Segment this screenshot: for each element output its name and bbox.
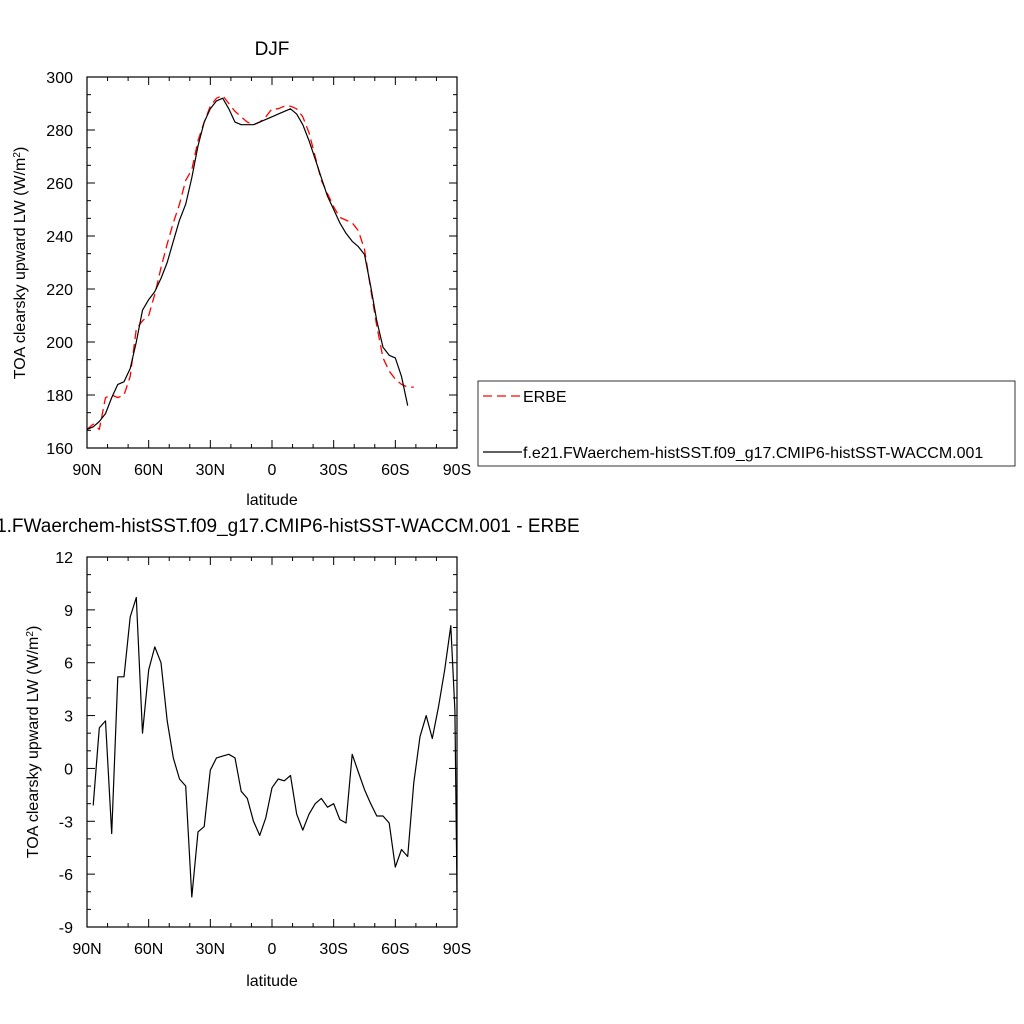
legend-label-erbe: ERBE — [523, 389, 567, 406]
top-y-tick-label: 160 — [46, 441, 73, 458]
bottom-x-tick-label: 60S — [381, 941, 409, 958]
bottom-x-axis-label: latitude — [246, 973, 298, 990]
bottom-y-tick-label: 6 — [64, 656, 73, 673]
top-x-tick-label: 90S — [443, 462, 471, 479]
legend: ERBE f.e21.FWaerchem-histSST.f09_g17.CMI… — [477, 380, 1016, 467]
bottom-x-tick-label: 30S — [319, 941, 347, 958]
top-chart-title: DJF — [255, 39, 290, 60]
bottom-series-line-0 — [92, 596, 458, 898]
top-y-tick-label: 280 — [46, 123, 73, 140]
bottom-y-tick-label: -6 — [59, 867, 73, 884]
top-chart: DJF 90N 60N 30N 0 30S 60S 90S 160 180 200 220 240 2… — [12, 39, 472, 509]
top-y-tick-label: 240 — [46, 229, 73, 246]
legend-box — [477, 380, 1016, 467]
top-x-tick-label: 90N — [72, 462, 101, 479]
bottom-plot-frame — [86, 556, 458, 928]
top-series-line-1 — [86, 97, 409, 430]
top-y-tick-label: 300 — [46, 70, 73, 87]
top-x-tick-label: 60N — [134, 462, 163, 479]
bottom-chart: f.e21.FWaerchem-histSST.f09_g17.CMIP6-hi… — [0, 516, 580, 990]
top-y-tick-label: 220 — [46, 282, 73, 299]
bottom-chart-title: f.e21.FWaerchem-histSST.f09_g17.CMIP6-hi… — [0, 516, 580, 537]
top-x-tick-label: 30N — [196, 462, 225, 479]
top-y-axis-label: TOA clearsky upward LW (W/m2) — [12, 147, 30, 380]
bottom-y-tick-label: 12 — [55, 550, 73, 567]
top-y-tick-label: 260 — [46, 176, 73, 193]
bottom-y-tick-label: -9 — [59, 920, 73, 937]
bottom-y-tick-label: 3 — [64, 709, 73, 726]
bottom-x-tick-label: 60N — [134, 941, 163, 958]
bottom-y-tick-label: 9 — [64, 603, 73, 620]
top-series-line-0 — [86, 94, 414, 431]
top-plot-frame — [86, 76, 458, 449]
bottom-x-tick-label: 30N — [196, 941, 225, 958]
bottom-x-tick-label: 0 — [268, 941, 277, 958]
top-y-tick-label: 180 — [46, 388, 73, 405]
top-x-tick-label: 0 — [268, 462, 277, 479]
bottom-x-tick-label: 90N — [72, 941, 101, 958]
top-y-tick-label: 200 — [46, 335, 73, 352]
top-x-tick-label: 60S — [381, 462, 409, 479]
bottom-x-tick-label: 90S — [443, 941, 471, 958]
top-x-tick-label: 30S — [319, 462, 347, 479]
bottom-y-tick-label: -3 — [59, 814, 73, 831]
bottom-y-axis-label: TOA clearsky upward LW (W/m2) — [25, 626, 43, 859]
legend-label-model: f.e21.FWaerchem-histSST.f09_g17.CMIP6-hi… — [523, 445, 983, 462]
bottom-y-tick-label: 0 — [64, 761, 73, 778]
top-x-axis-label: latitude — [246, 492, 298, 509]
